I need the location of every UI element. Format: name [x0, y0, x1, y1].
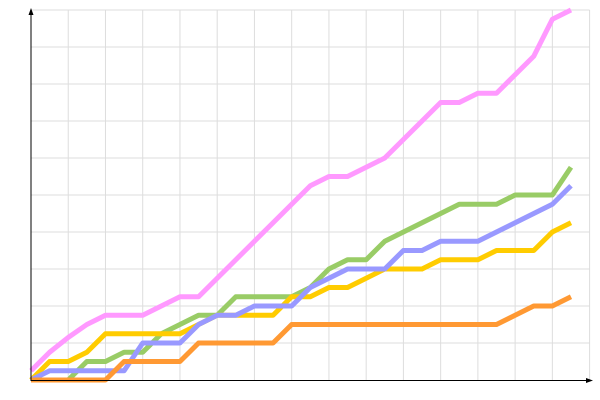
axes [28, 8, 593, 383]
series-line-1 [29, 7, 573, 373]
y-axis-arrow-icon [28, 8, 34, 15]
series-line-4 [29, 183, 573, 383]
x-axis-arrow-icon [586, 378, 593, 383]
series-line-2 [31, 165, 574, 383]
series-group [29, 7, 574, 383]
series-line-5 [31, 294, 573, 383]
